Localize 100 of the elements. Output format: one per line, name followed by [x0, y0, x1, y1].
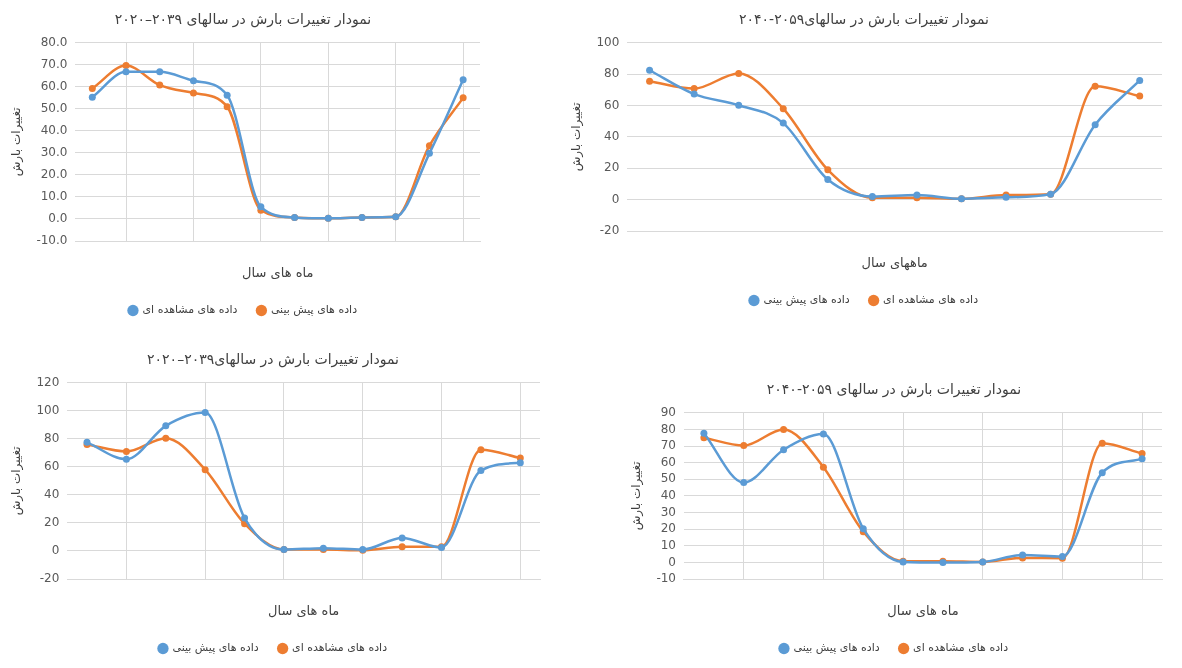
y-tick-label: 50.0 — [40, 100, 68, 115]
legend-label: داده های مشاهده ای — [142, 303, 238, 317]
point — [459, 76, 467, 84]
point — [824, 166, 832, 174]
y-tick-label: 30.0 — [40, 145, 68, 160]
y-tick-label: 0.0 — [48, 211, 68, 226]
point — [735, 69, 743, 77]
legend-label: داده های مشاهده ای — [883, 293, 979, 307]
point — [516, 459, 524, 467]
point — [201, 409, 209, 417]
point — [398, 543, 406, 551]
point — [189, 77, 197, 85]
point — [122, 61, 130, 69]
point — [1098, 469, 1106, 477]
y-axis-title: تغییرات بارش — [9, 446, 25, 516]
point — [1136, 92, 1144, 100]
point — [223, 103, 231, 111]
point — [122, 68, 130, 76]
y-tick-label: 100 — [36, 402, 60, 417]
point — [780, 425, 788, 433]
y-tick-label: 0 — [611, 191, 620, 206]
legend-label: داده های پیش بینی — [270, 303, 358, 317]
point — [122, 455, 130, 463]
y-tick-label: 80.0 — [40, 34, 68, 49]
legend-label: داده های پیش بینی — [793, 641, 880, 655]
x-axis-title: ماههای سال — [861, 254, 928, 271]
y-tick-label: 40 — [660, 488, 676, 503]
point — [690, 85, 698, 93]
y-tick-label: 80 — [604, 66, 620, 81]
y-tick-label: -20 — [39, 571, 60, 586]
y-axis-title: تغییرات بارش — [569, 102, 585, 172]
legend-label: داده های پیش بینی — [763, 293, 850, 307]
point — [700, 429, 708, 437]
point — [819, 430, 827, 438]
chart-title: نمودار تغییرات بارش در سالهای۲۰۳۹–۲۰۲۰ — [147, 351, 399, 369]
y-tick-label: 40 — [44, 487, 60, 502]
y-tick-label: 90 — [660, 404, 676, 419]
y-tick-label: 0 — [668, 554, 676, 569]
x-axis-title: ماه های سال — [242, 264, 314, 280]
y-tick-label: 60 — [660, 454, 676, 469]
point — [162, 434, 170, 442]
point — [1136, 76, 1144, 84]
point — [735, 101, 743, 109]
point — [425, 149, 433, 157]
y-tick-label: 50 — [660, 471, 676, 486]
point — [88, 93, 96, 101]
y-tick-label: 10 — [660, 537, 676, 552]
y-tick-label: 20.0 — [40, 167, 68, 182]
point — [740, 442, 748, 450]
point — [690, 90, 698, 98]
y-tick-label: 20 — [604, 160, 620, 175]
legend-label: داده های پیش بینی — [172, 641, 259, 655]
point — [223, 91, 231, 99]
point — [646, 77, 654, 85]
chart-title: نمودار تغییرات بارش در سالهای ۲۰۳۹–۲۰۲۰ — [114, 11, 372, 29]
point — [477, 446, 485, 454]
y-tick-label: 100 — [596, 34, 620, 49]
point — [824, 176, 832, 184]
y-tick-label: 120 — [36, 374, 60, 389]
y-tick-label: 20 — [660, 521, 676, 536]
point — [779, 119, 787, 127]
point — [1091, 121, 1099, 129]
point — [156, 68, 164, 76]
legend-label: داده های مشاهده ای — [292, 641, 388, 655]
y-tick-label: 0 — [51, 543, 60, 558]
y-tick-label: 80 — [44, 430, 60, 445]
x-axis-title: ماه های سال — [268, 602, 340, 618]
point — [740, 479, 748, 487]
point — [189, 89, 197, 97]
x-axis-title: ماه های سال — [887, 602, 959, 618]
y-tick-label: 40 — [604, 129, 620, 144]
point — [156, 81, 164, 89]
y-tick-label: 60.0 — [40, 78, 68, 93]
y-tick-label: 60 — [604, 97, 620, 112]
y-tick-label: -10.0 — [36, 233, 68, 248]
y-tick-label: 30 — [660, 504, 676, 519]
legend-label: داده های مشاهده ای — [913, 641, 1009, 655]
y-axis-title: تغییرات بارش — [629, 461, 645, 531]
y-axis-title: تغییرات بارش — [9, 107, 25, 177]
y-tick-label: 80 — [660, 421, 676, 436]
y-tick-label: 20 — [44, 515, 60, 530]
chart-title: نمودار تغییرات بارش در سالهای۲۰۵۹-۲۰۴۰ — [739, 11, 989, 29]
point — [162, 422, 170, 430]
point — [201, 466, 209, 474]
y-tick-label: -10 — [656, 571, 676, 586]
point — [779, 105, 787, 113]
point — [398, 534, 406, 542]
point — [88, 84, 96, 92]
point — [646, 66, 654, 74]
point — [1098, 439, 1106, 447]
point — [1091, 82, 1099, 90]
point — [1138, 455, 1146, 463]
y-tick-label: 40.0 — [40, 123, 68, 138]
y-tick-label: 70.0 — [40, 56, 68, 71]
point — [477, 466, 485, 474]
y-tick-label: 60 — [44, 459, 60, 474]
y-tick-label: 70 — [660, 438, 676, 453]
point — [122, 447, 130, 455]
point — [819, 463, 827, 471]
point — [241, 514, 249, 522]
